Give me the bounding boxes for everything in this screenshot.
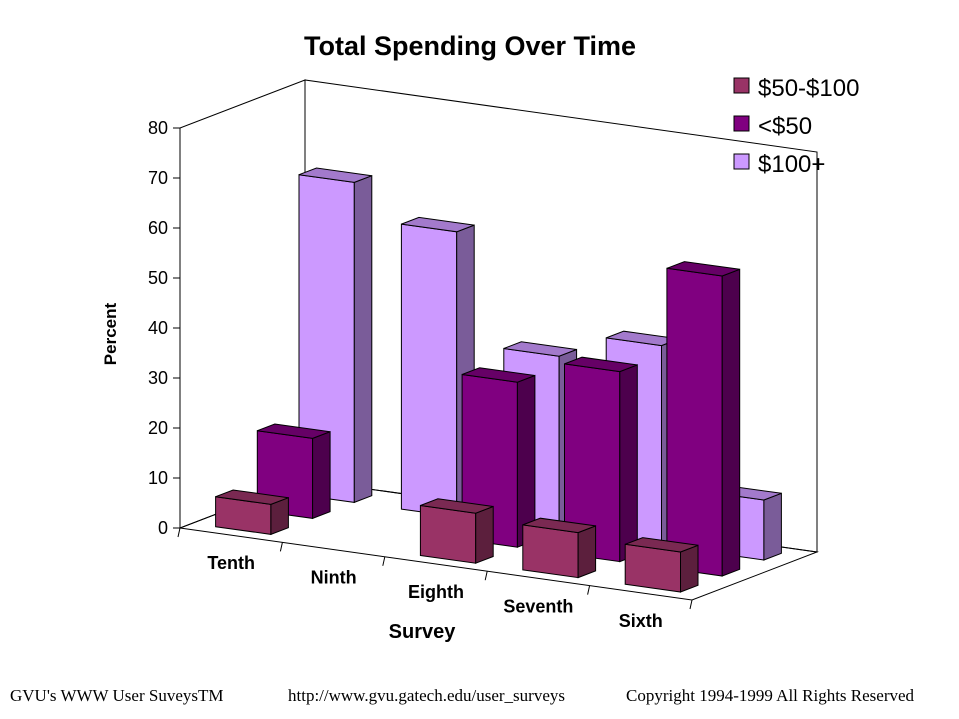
y-axis-ticks: 0 10 20 30 40 50 60 70 80 <box>148 118 181 538</box>
bar-side <box>353 174 373 504</box>
bar-side <box>680 544 699 593</box>
legend-label: $50-$100 <box>758 75 859 102</box>
legend-label: <$50 <box>758 113 812 140</box>
x-tick-label: Tenth <box>207 553 255 573</box>
y-tick-label: 0 <box>158 518 168 538</box>
x-tick-label: Ninth <box>311 568 357 588</box>
legend: $50-$100 <$50 $100+ <box>733 75 859 178</box>
bar-$50-$100-Sixth <box>624 537 699 593</box>
y-tick-label: 20 <box>148 418 168 438</box>
x-tick-mark <box>484 571 488 581</box>
y-tick-label: 40 <box>148 318 168 338</box>
bar-front <box>522 524 579 579</box>
bar-front <box>666 267 723 577</box>
bar-<$50-Seventh <box>564 356 638 563</box>
bar-$50-$100-Eighth <box>419 498 494 564</box>
y-tick-label: 10 <box>148 468 168 488</box>
bar-top <box>625 537 699 553</box>
x-tick-mark <box>382 556 386 566</box>
legend-swatch <box>733 115 750 132</box>
legend-item: $50-$100 <box>733 75 859 102</box>
legend-item: $100+ <box>733 151 825 178</box>
bar-top <box>503 341 577 357</box>
bar-$50-$100-Seventh <box>522 517 597 579</box>
x-axis-ticks: Tenth Ninth Eighth Seventh Sixth <box>177 527 693 631</box>
bar-side <box>312 430 331 520</box>
y-tick-label: 80 <box>148 118 168 138</box>
bar-front <box>400 223 458 518</box>
x-tick-mark <box>587 585 591 595</box>
x-tick-label: Sixth <box>619 611 663 631</box>
bars <box>215 167 782 593</box>
bar-top <box>522 517 596 534</box>
bar-side <box>577 525 597 579</box>
y-tick-label: 70 <box>148 168 168 188</box>
bar-top <box>215 489 289 505</box>
x-tick-mark <box>689 599 693 610</box>
bar-$50-$100-Tenth <box>215 489 289 536</box>
bar-side <box>619 364 638 563</box>
bar-side <box>721 268 741 577</box>
chart-title: Total Spending Over Time <box>304 31 636 61</box>
bar-front <box>624 543 681 593</box>
bar-top <box>298 167 372 183</box>
bar-top <box>420 498 494 514</box>
footer-survey-name: GVU's WWW User SuveysTM <box>10 686 224 705</box>
legend-label: $100+ <box>758 151 825 178</box>
bar-side <box>763 492 782 561</box>
bar-top <box>257 423 331 439</box>
bar-top <box>461 367 536 383</box>
bar-top <box>401 216 475 233</box>
x-axis-label: Survey <box>389 621 457 643</box>
legend-swatch <box>733 77 750 94</box>
x-tick-label: Seventh <box>503 596 573 616</box>
bar-front <box>419 504 477 564</box>
bar-side <box>475 505 494 564</box>
bar-chart-3d: Total Spending Over Time 0 10 20 30 40 50 60 70… <box>101 31 859 643</box>
y-tick-label: 30 <box>148 368 168 388</box>
footer-copyright: Copyright 1994-1999 All Rights Reserved <box>626 686 915 705</box>
y-tick-label: 60 <box>148 218 168 238</box>
bar-top <box>666 261 740 277</box>
x-tick-label: Eighth <box>408 582 464 602</box>
bar-top <box>564 356 638 373</box>
bar-<$50-Sixth <box>666 261 741 577</box>
x-tick-mark <box>177 527 181 538</box>
footer-url[interactable]: http://www.gvu.gatech.edu/user_surveys <box>288 686 565 705</box>
y-axis-label: Percent <box>101 302 120 365</box>
x-tick-mark <box>279 542 283 552</box>
y-tick-label: 50 <box>148 268 168 288</box>
legend-swatch <box>733 153 750 170</box>
legend-item: <$50 <box>733 113 812 140</box>
bar-$100+-Tenth <box>298 167 373 504</box>
